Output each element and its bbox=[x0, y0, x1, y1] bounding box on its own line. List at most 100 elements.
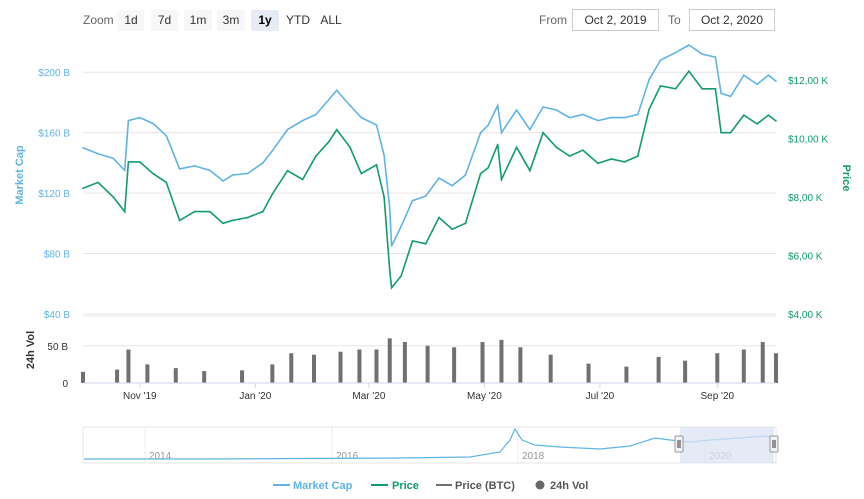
market-cap-point bbox=[610, 116, 613, 119]
zoom-1d-button[interactable]: 1d bbox=[118, 10, 144, 31]
market-cap-point bbox=[383, 154, 385, 157]
market-cap-point bbox=[487, 124, 489, 126]
volume-bar bbox=[656, 356, 661, 383]
navigator-tick-label: 2014 bbox=[149, 451, 172, 462]
price-point bbox=[438, 216, 440, 219]
market-cap-point bbox=[701, 53, 703, 55]
price-point bbox=[222, 222, 224, 225]
navigator-left-handle[interactable] bbox=[674, 435, 684, 453]
price-axis-title: Price bbox=[840, 165, 852, 192]
market-cap-tick-label: $160 B bbox=[38, 129, 70, 140]
volume-bar bbox=[312, 354, 316, 383]
market-cap-point bbox=[775, 80, 777, 83]
market-cap-point bbox=[438, 177, 440, 179]
legend-item-market-cap[interactable]: Market Cap bbox=[273, 480, 353, 492]
price-point bbox=[375, 164, 378, 166]
navigator-selected-range[interactable] bbox=[680, 427, 774, 463]
price-point bbox=[139, 161, 141, 163]
price-point bbox=[487, 166, 489, 169]
price-point bbox=[400, 275, 402, 277]
price-point bbox=[597, 162, 599, 165]
volume-bar bbox=[202, 371, 207, 383]
market-cap-point bbox=[464, 174, 467, 176]
price-point bbox=[97, 181, 99, 184]
volume-bar bbox=[518, 347, 523, 383]
legend-label-market-cap: Market Cap bbox=[293, 480, 353, 492]
price-point bbox=[729, 131, 732, 134]
from-date-input[interactable]: Oct 2, 2019 bbox=[572, 9, 659, 31]
market-cap-point bbox=[542, 106, 544, 108]
price-points bbox=[82, 70, 777, 289]
volume-bar bbox=[270, 364, 275, 383]
price-point bbox=[464, 222, 467, 225]
market-cap-point bbox=[301, 119, 304, 122]
price-tick-label: $12,00 K bbox=[788, 76, 828, 87]
price-point bbox=[555, 146, 558, 149]
price-point bbox=[756, 123, 758, 125]
volume-legend-dot-icon bbox=[535, 480, 545, 490]
legend-item-24h-vol[interactable]: 24h Vol bbox=[535, 480, 589, 492]
navigator-right-handle[interactable] bbox=[769, 435, 779, 453]
market-cap-point bbox=[193, 165, 196, 167]
price-point bbox=[209, 210, 211, 213]
market-cap-point bbox=[209, 169, 211, 172]
price-series-line bbox=[82, 69, 777, 290]
price-point bbox=[349, 146, 351, 149]
price-point bbox=[127, 161, 130, 163]
zoom-all-button[interactable]: ALL bbox=[320, 13, 342, 27]
volume-bar bbox=[452, 347, 457, 383]
zoom-label: Zoom bbox=[83, 13, 114, 27]
market-cap-point bbox=[767, 74, 770, 77]
volume-bar bbox=[145, 364, 150, 383]
market-cap-point bbox=[515, 109, 518, 111]
x-tick-label: Jul '20 bbox=[586, 391, 615, 402]
volume-bar bbox=[357, 349, 362, 383]
zoom-7d-button[interactable]: 7d bbox=[151, 10, 178, 31]
from-label: From bbox=[539, 13, 567, 27]
market-cap-point bbox=[674, 51, 677, 54]
zoom-1m-button[interactable]: 1m bbox=[184, 10, 212, 31]
price-point bbox=[623, 161, 626, 163]
volume-bar bbox=[774, 353, 778, 383]
price-point bbox=[568, 155, 571, 157]
volume-bar bbox=[338, 351, 343, 383]
volume-bar bbox=[715, 353, 720, 383]
zoom-3m-button[interactable]: 3m bbox=[217, 10, 245, 31]
volume-bar bbox=[240, 370, 245, 383]
price-point bbox=[383, 196, 385, 198]
market-cap-point bbox=[597, 119, 599, 122]
zoom-ytd-button[interactable]: YTD bbox=[286, 13, 310, 27]
market-cap-point bbox=[400, 225, 402, 228]
market-cap-point bbox=[222, 180, 224, 182]
price-axis: $4,00 K $6,00 K $8,00 K $10,00 K $12,00 K bbox=[788, 76, 828, 321]
market-cap-tick-label: $200 B bbox=[38, 68, 70, 79]
market-cap-point bbox=[623, 116, 626, 119]
zoom-1y-button[interactable]: 1y bbox=[251, 10, 279, 31]
price-point bbox=[767, 114, 770, 116]
x-tick-label: Jan '20 bbox=[239, 391, 271, 402]
price-point bbox=[112, 196, 115, 198]
legend-item-price-btc[interactable]: Price (BTC) bbox=[436, 480, 515, 492]
market-cap-point bbox=[390, 245, 393, 247]
market-cap-point bbox=[231, 174, 234, 176]
volume-bar bbox=[126, 349, 131, 383]
volume-bar bbox=[374, 349, 379, 383]
price-point bbox=[610, 158, 613, 160]
price-point bbox=[701, 87, 703, 90]
market-cap-point bbox=[286, 128, 289, 131]
volume-bar bbox=[548, 354, 553, 383]
price-point bbox=[500, 178, 503, 181]
market-cap-point bbox=[424, 195, 427, 197]
date-axis: Nov '19 Jan '20 Mar '20 May '20 Jul '20 Sep '… bbox=[83, 382, 776, 402]
market-cap-point bbox=[271, 150, 274, 152]
volume-tick-label: 0 bbox=[62, 379, 68, 390]
volume-bar bbox=[586, 363, 591, 383]
volume-bar bbox=[425, 345, 430, 383]
price-point bbox=[388, 269, 391, 271]
price-point bbox=[688, 70, 690, 73]
market-cap-point bbox=[729, 95, 732, 98]
legend-item-price[interactable]: Price bbox=[371, 480, 419, 492]
volume-bar bbox=[387, 338, 392, 383]
volume-bar bbox=[499, 339, 504, 383]
to-date-input[interactable]: Oct 2, 2020 bbox=[689, 9, 775, 31]
